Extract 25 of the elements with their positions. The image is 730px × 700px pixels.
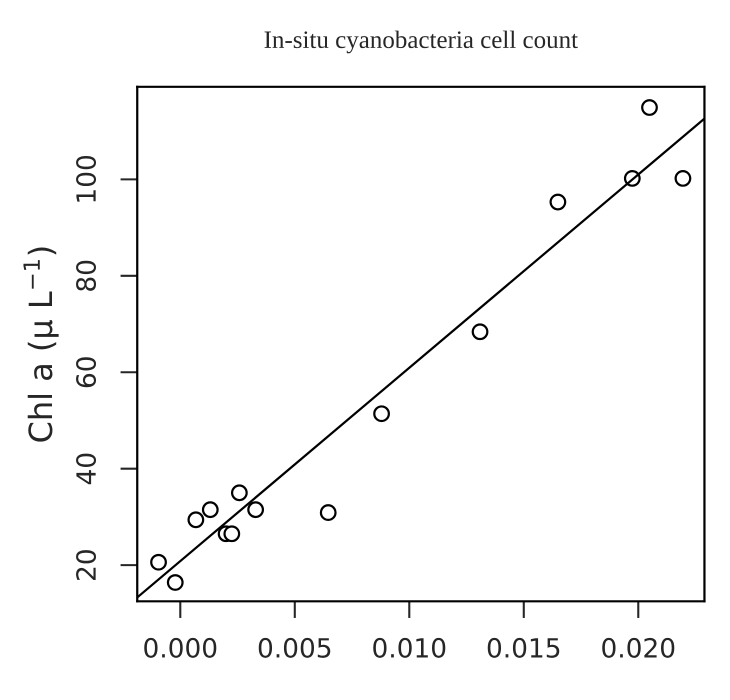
point	[223, 525, 240, 542]
x-tick-label: 0.010	[373, 638, 446, 658]
x-tick-label: 0.005	[258, 638, 330, 658]
y-tick-label: 60	[76, 357, 96, 388]
point	[641, 99, 658, 116]
point	[202, 501, 219, 518]
point	[230, 484, 248, 502]
point	[550, 194, 566, 210]
chart-title: In-situ cyanobacteria cell count	[264, 30, 578, 54]
point	[166, 574, 184, 591]
y-tick-label: 80	[76, 260, 96, 291]
y-tick-label: 100	[76, 156, 96, 202]
point	[150, 554, 167, 571]
point	[320, 504, 337, 521]
y-axis-title: Chl a (μ L$^{−1}$)	[23, 247, 59, 442]
x-tick-label: 0.020	[602, 638, 674, 658]
point	[674, 170, 692, 187]
point	[247, 501, 264, 518]
point	[187, 511, 204, 528]
point	[373, 405, 390, 422]
y-tick-label: 20	[76, 550, 96, 580]
point	[472, 323, 488, 340]
x-tick-label: 0.000	[144, 638, 216, 658]
x-tick-label: 0.015	[488, 638, 560, 658]
y-tick-label: 40	[76, 454, 96, 484]
